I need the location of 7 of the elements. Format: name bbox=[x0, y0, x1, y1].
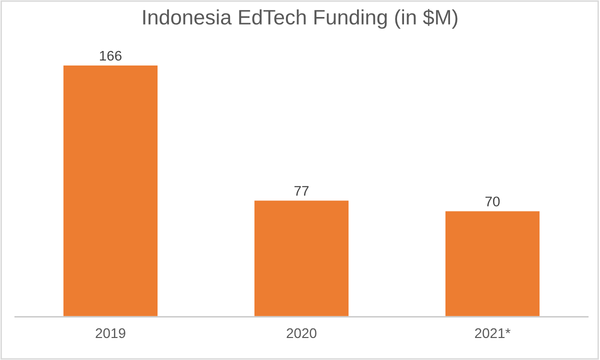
data-label: 77 bbox=[294, 186, 309, 196]
data-label: 70 bbox=[485, 196, 500, 206]
data-label: 166 bbox=[100, 50, 122, 61]
chart-title: Indonesia EdTech Funding (in $M) bbox=[143, 9, 458, 29]
x-tick-label: 2019 bbox=[96, 328, 126, 338]
x-tick-label: 2020 bbox=[286, 328, 316, 338]
x-tick-label: 2021* bbox=[475, 328, 510, 338]
